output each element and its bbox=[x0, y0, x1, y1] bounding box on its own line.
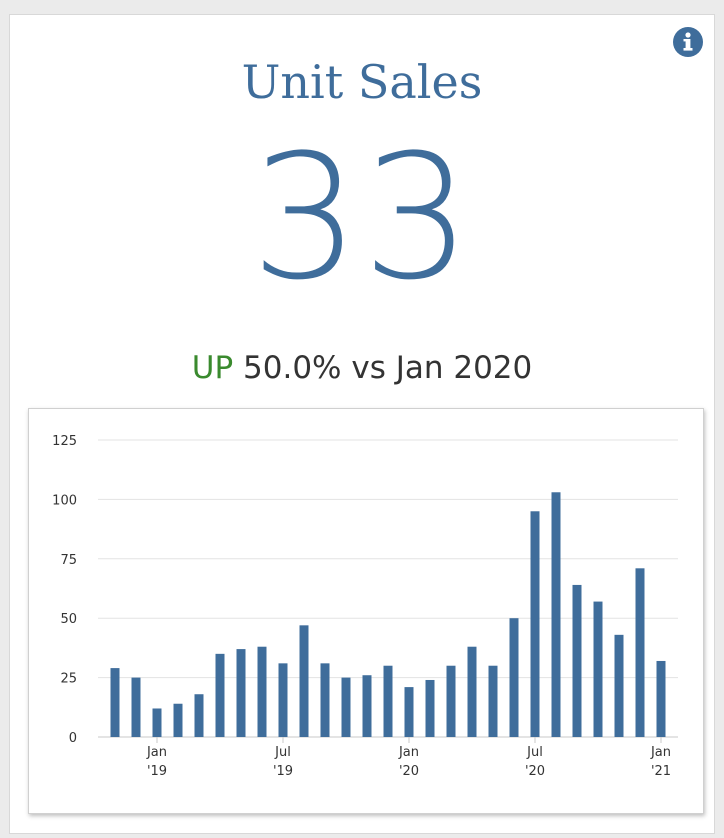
bar bbox=[362, 675, 372, 737]
x-tick-label: Jul bbox=[274, 745, 291, 760]
change-direction: UP bbox=[191, 350, 234, 386]
bar bbox=[215, 653, 225, 737]
bar bbox=[173, 703, 183, 737]
bar bbox=[341, 677, 351, 737]
card-title: Unit Sales bbox=[241, 55, 483, 109]
bar bbox=[383, 665, 393, 737]
bar bbox=[299, 625, 309, 737]
bar bbox=[656, 660, 666, 737]
info-circle-icon[interactable] bbox=[672, 26, 704, 58]
bar bbox=[467, 646, 477, 737]
bar bbox=[110, 668, 120, 737]
x-tick-label: '20 bbox=[399, 764, 419, 779]
x-tick-label: Jul bbox=[526, 745, 543, 760]
bar bbox=[635, 568, 645, 737]
bar bbox=[194, 694, 204, 737]
bar bbox=[593, 601, 603, 737]
bar bbox=[488, 665, 498, 737]
bar bbox=[572, 584, 582, 737]
x-tick-label: Jan bbox=[146, 745, 167, 760]
x-tick-label: '19 bbox=[147, 764, 167, 779]
y-tick-label: 100 bbox=[52, 493, 77, 508]
bar bbox=[404, 687, 414, 737]
bar bbox=[425, 679, 435, 737]
x-tick-label: '21 bbox=[651, 764, 671, 779]
y-tick-label: 75 bbox=[60, 553, 77, 568]
y-tick-label: 125 bbox=[52, 434, 77, 449]
bar bbox=[551, 492, 561, 737]
bar bbox=[236, 649, 246, 737]
y-tick-label: 25 bbox=[60, 672, 77, 687]
y-tick-label: 0 bbox=[69, 731, 77, 746]
bar bbox=[320, 663, 330, 737]
chart-container bbox=[28, 408, 704, 814]
bar bbox=[530, 511, 540, 737]
change-text: 50.0% vs Jan 2020 bbox=[243, 350, 533, 386]
bar bbox=[131, 677, 141, 737]
x-tick-label: Jan bbox=[650, 745, 671, 760]
change-summary: UP 50.0% vs Jan 2020 bbox=[0, 346, 724, 390]
bar bbox=[152, 708, 162, 737]
bar bbox=[446, 665, 456, 737]
bar bbox=[509, 618, 519, 737]
x-tick-label: Jan bbox=[398, 745, 419, 760]
bar bbox=[257, 646, 267, 737]
bar bbox=[278, 663, 288, 737]
bar bbox=[614, 634, 624, 737]
x-tick-label: '20 bbox=[525, 764, 545, 779]
y-tick-label: 50 bbox=[60, 612, 77, 627]
kpi-value: 33 bbox=[250, 117, 474, 318]
x-tick-label: '19 bbox=[273, 764, 293, 779]
